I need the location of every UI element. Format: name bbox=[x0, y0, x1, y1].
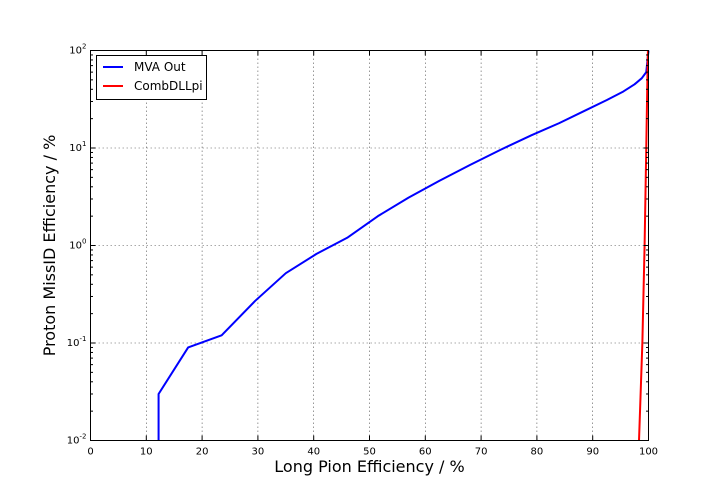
series-line-mva-out bbox=[157, 50, 650, 441]
x-tick-label: 70 bbox=[475, 447, 488, 458]
x-tick-label: 50 bbox=[363, 447, 376, 458]
x-tick-label: 0 bbox=[87, 447, 93, 458]
series-line-combdllpi bbox=[638, 50, 649, 441]
x-tick-label: 90 bbox=[586, 447, 599, 458]
x-tick-label: 100 bbox=[639, 447, 658, 458]
legend-label-mva-out: MVA Out bbox=[134, 60, 186, 74]
x-tick-label: 40 bbox=[307, 447, 320, 458]
y-tick-label: 100 bbox=[69, 238, 86, 252]
y-tick-label: 10-2 bbox=[67, 433, 87, 447]
y-axis-title: Proton MissID Efficiency / % bbox=[40, 135, 59, 357]
x-tick-label: 10 bbox=[140, 447, 153, 458]
legend-box bbox=[96, 55, 207, 100]
x-tick-label: 30 bbox=[252, 447, 265, 458]
y-tick-label: 101 bbox=[69, 140, 86, 154]
legend: MVA Out CombDLLpi bbox=[96, 55, 207, 100]
x-tick-label: 60 bbox=[419, 447, 432, 458]
legend-label-combdllpi: CombDLLpi bbox=[134, 79, 203, 93]
plot-frame bbox=[90, 50, 649, 441]
y-tick-label: 10-1 bbox=[67, 335, 87, 349]
y-tick-label: 102 bbox=[69, 43, 86, 57]
ticks-layer: 0 10 20 30 40 50 60 70 80 90 100 10-2 10-1 100 101 102 bbox=[67, 43, 658, 458]
grid-layer bbox=[90, 50, 649, 441]
series-layer bbox=[157, 50, 650, 441]
x-tick-label: 80 bbox=[531, 447, 544, 458]
x-axis-title: Long Pion Efficiency / % bbox=[274, 457, 464, 476]
x-tick-label: 20 bbox=[196, 447, 209, 458]
